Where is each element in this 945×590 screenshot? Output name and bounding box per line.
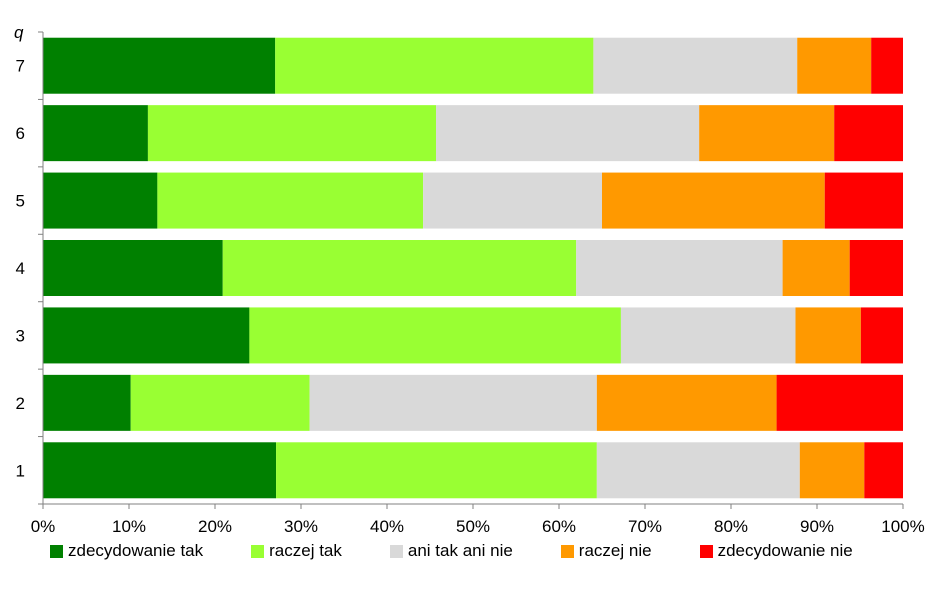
bar-q3-series-4 <box>860 307 903 364</box>
x-tick-label: 10% <box>112 517 146 536</box>
bars-layer <box>43 37 903 499</box>
bar-q4-series-0 <box>43 240 223 296</box>
x-tick-label: 70% <box>628 517 662 536</box>
x-tick-label: 0% <box>31 517 56 536</box>
bar-q5-series-0 <box>43 172 158 229</box>
bar-q1-series-0 <box>43 442 277 499</box>
legend-item: ani tak ani nie <box>389 541 513 561</box>
bar-q4-series-3 <box>782 240 850 296</box>
x-tick-label: 30% <box>284 517 318 536</box>
bar-q6-series-0 <box>43 105 148 162</box>
x-tick-label: 50% <box>456 517 490 536</box>
y-axis-ticks: 1 2 3 4 5 6 7 <box>16 31 43 505</box>
bar-q5-series-1 <box>157 172 424 229</box>
legend-label: raczej nie <box>578 541 652 560</box>
y-tick-label: 7 <box>16 57 25 76</box>
bar-q2-series-0 <box>43 374 131 431</box>
x-tick-label: 90% <box>800 517 834 536</box>
bar-q5-series-2 <box>423 172 602 229</box>
y-axis-title: q <box>14 23 24 42</box>
y-tick-label: 1 <box>16 461 25 480</box>
y-tick-label: 2 <box>16 394 25 413</box>
x-tick-label: 100% <box>881 517 924 536</box>
bar-q6-series-3 <box>699 105 835 162</box>
bar-q1-series-1 <box>276 442 597 499</box>
bar-q4-series-2 <box>576 240 783 296</box>
bar-q5-series-3 <box>602 172 825 229</box>
bar-q1-series-3 <box>799 442 865 499</box>
bar-q7-series-0 <box>43 37 276 94</box>
bar-q3-series-0 <box>43 307 250 364</box>
bar-q6-series-1 <box>147 105 437 162</box>
legend-swatch <box>699 544 713 558</box>
legend-label: raczej tak <box>269 541 342 560</box>
y-tick-label: 3 <box>16 326 25 345</box>
legend-item: raczej tak <box>251 541 342 561</box>
bar-q6-series-2 <box>436 105 700 162</box>
x-axis-ticks: 0% 10% 20% 30% 40% 50% 60% 70% 80% 90% 100% <box>31 504 925 536</box>
legend-item: zdecydowanie tak <box>50 541 203 561</box>
bar-q3-series-1 <box>249 307 621 364</box>
stacked-bar-chart: 1 2 3 4 5 6 7 0% 10% 20% 30% 40% 50% 60% 70% 80% 90% 100… <box>14 23 925 536</box>
bar-q3-series-3 <box>795 307 861 364</box>
legend: zdecydowanie tak raczej tak ani tak ani ni… <box>50 541 853 561</box>
legend-label: zdecydowanie nie <box>717 541 853 560</box>
y-tick-label: 5 <box>16 192 25 211</box>
bar-q2-series-4 <box>776 374 903 431</box>
bar-q7-series-4 <box>871 37 903 94</box>
legend-swatch <box>50 544 63 558</box>
bar-q7-series-1 <box>275 37 594 94</box>
bar-q3-series-2 <box>620 307 796 364</box>
x-tick-label: 40% <box>370 517 404 536</box>
bar-q2-series-2 <box>309 374 597 431</box>
bar-q4-series-1 <box>222 240 577 296</box>
bar-q1-series-2 <box>596 442 800 499</box>
legend-swatch <box>560 544 574 558</box>
bar-q2-series-3 <box>596 374 777 431</box>
legend-item: zdecydowanie nie <box>699 541 853 561</box>
x-tick-label: 80% <box>714 517 748 536</box>
bar-q6-series-4 <box>834 105 903 162</box>
legend-swatch <box>251 544 265 558</box>
x-tick-label: 60% <box>542 517 576 536</box>
bar-q7-series-2 <box>593 37 798 94</box>
legend-item: raczej nie <box>560 541 652 561</box>
bar-q4-series-4 <box>849 240 903 296</box>
legend-label: zdecydowanie tak <box>68 541 204 560</box>
legend-swatch <box>389 544 403 558</box>
legend-label: ani tak ani nie <box>407 541 513 560</box>
bar-q1-series-4 <box>864 442 903 499</box>
bar-q2-series-1 <box>130 374 310 431</box>
bar-q5-series-4 <box>824 172 903 229</box>
x-tick-label: 20% <box>198 517 232 536</box>
bar-q7-series-3 <box>797 37 872 94</box>
y-tick-label: 6 <box>16 124 25 143</box>
y-tick-label: 4 <box>16 259 25 278</box>
